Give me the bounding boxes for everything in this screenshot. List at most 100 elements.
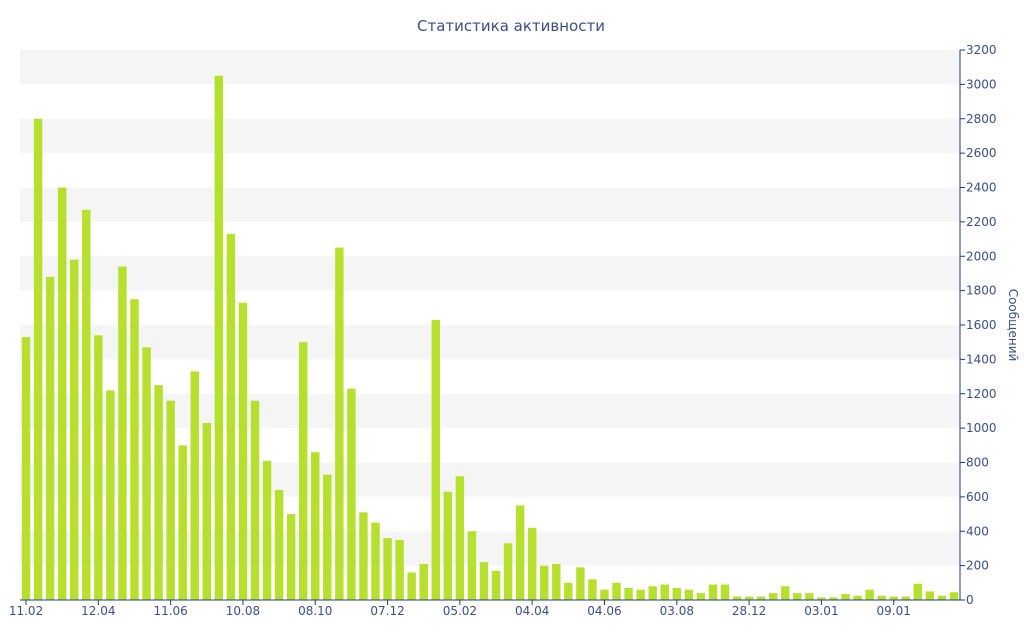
- x-tick-label: 11.06: [153, 604, 187, 618]
- bar: [21, 337, 31, 600]
- y-tick-label: 1400: [966, 352, 997, 366]
- x-tick-label: 08.10: [298, 604, 332, 618]
- bar: [395, 539, 404, 600]
- bar: [720, 584, 730, 600]
- bar: [564, 582, 573, 600]
- bar: [841, 593, 850, 600]
- bar: [262, 460, 272, 600]
- x-tick-label: 09.01: [877, 604, 911, 618]
- bar: [696, 593, 706, 600]
- bar: [298, 342, 308, 600]
- bar: [660, 584, 669, 600]
- grid-band: [20, 187, 960, 222]
- chart-title: Статистика активности: [417, 17, 605, 35]
- bar: [106, 390, 115, 600]
- bar: [202, 422, 212, 600]
- bar: [901, 596, 910, 600]
- bar: [805, 593, 814, 600]
- bar: [576, 567, 585, 600]
- bar: [491, 570, 501, 600]
- grid-band: [20, 462, 960, 497]
- x-tick-label: 04.06: [587, 604, 621, 618]
- bar: [455, 476, 465, 600]
- grid-band: [20, 256, 960, 291]
- bar: [853, 595, 862, 600]
- x-tick-label: 03.08: [660, 604, 694, 618]
- bar: [33, 118, 43, 600]
- bar: [178, 445, 187, 600]
- bar-series: [21, 75, 959, 600]
- x-tick-label: 11.02: [9, 604, 43, 618]
- x-tick-label: 10.08: [226, 604, 260, 618]
- bar: [166, 400, 175, 600]
- bar: [130, 299, 139, 600]
- bar: [311, 452, 320, 600]
- bar: [57, 187, 67, 600]
- bar: [118, 266, 127, 600]
- bar: [94, 335, 103, 600]
- bar: [648, 586, 657, 600]
- y-axis-label: Сообщений: [1006, 289, 1020, 362]
- y-tick-label: 2800: [966, 112, 997, 126]
- bar: [347, 388, 356, 600]
- bar: [503, 543, 513, 600]
- bar: [443, 491, 453, 600]
- bar: [588, 579, 597, 600]
- bar: [515, 505, 525, 600]
- bar: [467, 531, 477, 600]
- bar: [913, 583, 923, 600]
- y-tick-label: 400: [966, 524, 989, 538]
- grid-bands: [20, 50, 960, 566]
- x-tick-label: 12.04: [81, 604, 115, 618]
- y-tick-label: 200: [966, 559, 989, 573]
- y-tick-label: 1600: [966, 318, 997, 332]
- bar: [732, 596, 742, 600]
- x-tick-label: 28.12: [732, 604, 766, 618]
- y-tick-label: 1800: [966, 284, 997, 298]
- x-tick-label: 07.12: [370, 604, 404, 618]
- bar: [672, 587, 682, 600]
- bar: [226, 233, 236, 600]
- grid-band: [20, 50, 960, 85]
- y-tick-label: 0: [966, 593, 974, 607]
- grid-band: [20, 325, 960, 360]
- bar: [70, 259, 79, 600]
- bar: [323, 474, 332, 600]
- x-tick-label: 03.01: [804, 604, 838, 618]
- y-tick-label: 800: [966, 456, 989, 470]
- grid-band: [20, 118, 960, 154]
- bar: [768, 593, 778, 600]
- bar: [781, 586, 790, 600]
- bar: [383, 538, 392, 600]
- bar: [949, 592, 959, 600]
- bar: [335, 247, 344, 600]
- bar: [238, 302, 248, 600]
- bar: [636, 589, 645, 600]
- y-tick-label: 3000: [966, 77, 997, 91]
- bar: [540, 565, 549, 600]
- bar: [250, 400, 260, 600]
- bar: [865, 589, 874, 600]
- bar: [190, 371, 199, 600]
- bar: [359, 512, 368, 600]
- grid-band: [20, 531, 960, 566]
- bar: [154, 385, 163, 600]
- bar: [756, 596, 766, 600]
- bar: [142, 347, 151, 600]
- bar: [407, 572, 416, 600]
- bar: [45, 276, 55, 600]
- y-axis-ticks: 0 200 400 600 800 1000 1200 1400 1600 1800 2000 220…: [960, 43, 997, 607]
- bar: [624, 587, 633, 600]
- y-tick-label: 600: [966, 490, 989, 504]
- x-tick-label: 04.04: [515, 604, 549, 618]
- bar: [274, 490, 284, 600]
- bar: [371, 522, 380, 600]
- bar: [889, 596, 898, 600]
- bar: [286, 514, 296, 600]
- bar: [612, 582, 621, 600]
- y-tick-label: 2400: [966, 181, 997, 195]
- y-tick-label: 3200: [966, 43, 997, 57]
- bar: [793, 593, 802, 600]
- bar: [82, 209, 91, 600]
